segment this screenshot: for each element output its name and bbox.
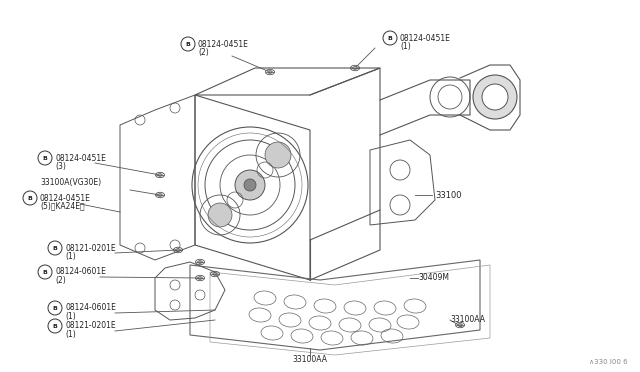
Ellipse shape bbox=[473, 75, 517, 119]
Text: 08124-0451E: 08124-0451E bbox=[400, 33, 451, 42]
Text: B: B bbox=[52, 324, 58, 328]
Ellipse shape bbox=[482, 84, 508, 110]
Ellipse shape bbox=[212, 273, 217, 275]
Text: 33100: 33100 bbox=[435, 190, 461, 199]
Text: (2): (2) bbox=[198, 48, 209, 57]
Ellipse shape bbox=[176, 248, 180, 251]
Text: (5)（KA24E）: (5)（KA24E） bbox=[40, 202, 84, 211]
Circle shape bbox=[48, 319, 62, 333]
Text: (3): (3) bbox=[55, 161, 66, 170]
Text: 08124-0451E: 08124-0451E bbox=[40, 193, 91, 202]
Text: 33100AA: 33100AA bbox=[292, 356, 328, 365]
Ellipse shape bbox=[458, 324, 462, 326]
Circle shape bbox=[383, 31, 397, 45]
Circle shape bbox=[23, 191, 37, 205]
Ellipse shape bbox=[265, 142, 291, 168]
Text: 08124-0451E: 08124-0451E bbox=[198, 39, 249, 48]
Ellipse shape bbox=[268, 71, 272, 73]
Text: 33100A(VG30E): 33100A(VG30E) bbox=[40, 177, 101, 186]
Ellipse shape bbox=[353, 67, 357, 69]
Text: (1): (1) bbox=[400, 42, 411, 51]
Text: B: B bbox=[28, 196, 33, 201]
Text: B: B bbox=[52, 246, 58, 250]
Text: ∧330 l00 6: ∧330 l00 6 bbox=[589, 359, 628, 365]
Text: 08124-0601E: 08124-0601E bbox=[55, 267, 106, 276]
Circle shape bbox=[48, 241, 62, 255]
Text: B: B bbox=[43, 269, 47, 275]
Circle shape bbox=[38, 151, 52, 165]
Text: B: B bbox=[186, 42, 191, 46]
Text: 08124-0451E: 08124-0451E bbox=[55, 154, 106, 163]
Text: 08121-0201E: 08121-0201E bbox=[65, 321, 116, 330]
Text: B: B bbox=[52, 305, 58, 311]
Text: 08121-0201E: 08121-0201E bbox=[65, 244, 116, 253]
Text: B: B bbox=[43, 155, 47, 160]
Text: 30409M: 30409M bbox=[418, 273, 449, 282]
Text: (1): (1) bbox=[65, 330, 76, 339]
Text: 08124-0601E: 08124-0601E bbox=[65, 304, 116, 312]
Ellipse shape bbox=[244, 179, 256, 191]
Ellipse shape bbox=[235, 170, 265, 200]
Ellipse shape bbox=[198, 261, 202, 263]
Ellipse shape bbox=[208, 203, 232, 227]
Circle shape bbox=[48, 301, 62, 315]
Text: B: B bbox=[388, 35, 392, 41]
Ellipse shape bbox=[157, 174, 163, 176]
Ellipse shape bbox=[157, 194, 163, 196]
Circle shape bbox=[38, 265, 52, 279]
Text: 33100AA: 33100AA bbox=[450, 315, 485, 324]
Circle shape bbox=[181, 37, 195, 51]
Text: (1): (1) bbox=[65, 251, 76, 260]
Ellipse shape bbox=[198, 277, 202, 279]
Text: (2): (2) bbox=[55, 276, 66, 285]
Text: (1): (1) bbox=[65, 311, 76, 321]
